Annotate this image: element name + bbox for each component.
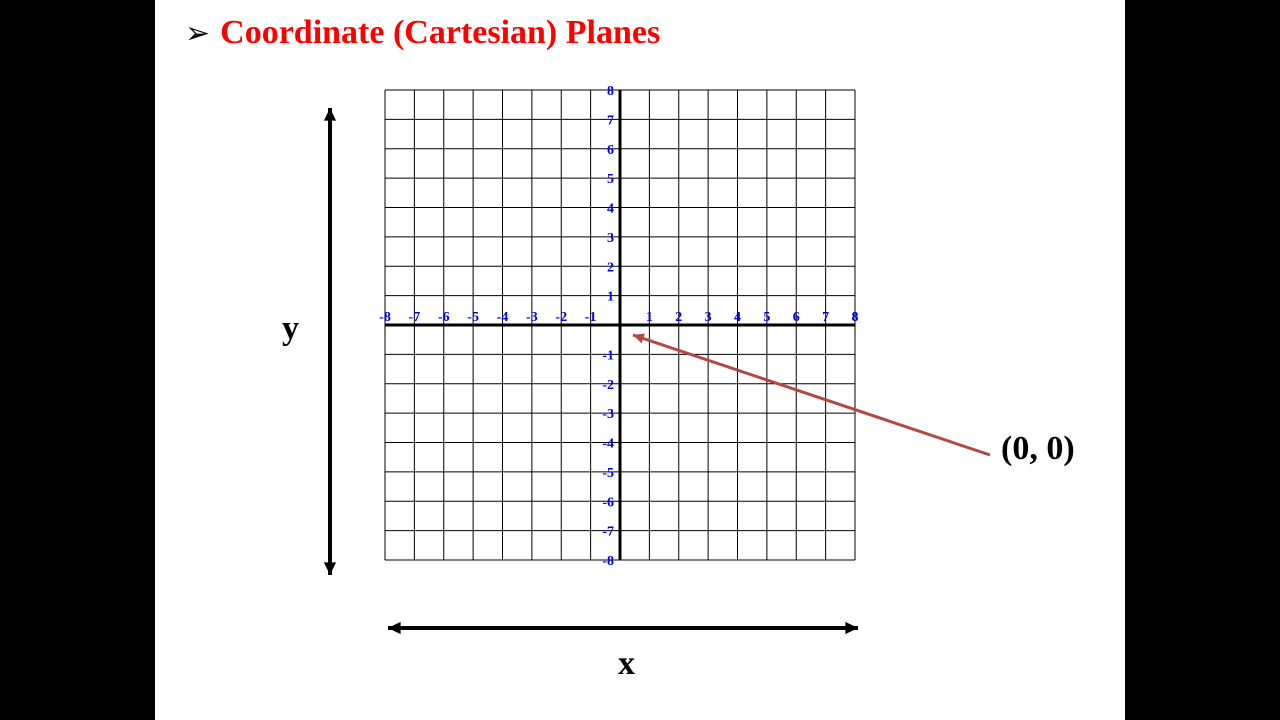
svg-text:4: 4 — [734, 310, 741, 325]
axes — [385, 90, 855, 560]
svg-text:2: 2 — [607, 260, 614, 275]
svg-text:6: 6 — [607, 143, 614, 158]
origin-pointer-arrow — [633, 333, 990, 455]
svg-text:-4: -4 — [602, 437, 614, 452]
svg-text:-5: -5 — [602, 466, 614, 481]
svg-text:8: 8 — [852, 310, 859, 325]
svg-text:1: 1 — [646, 310, 653, 325]
svg-text:-4: -4 — [497, 310, 509, 325]
svg-text:-8: -8 — [602, 554, 614, 569]
svg-text:-1: -1 — [602, 348, 614, 363]
origin-label: (0, 0) — [1001, 430, 1075, 468]
svg-text:1: 1 — [607, 290, 614, 305]
svg-text:3: 3 — [607, 231, 614, 246]
svg-text:-2: -2 — [602, 378, 614, 393]
svg-text:-6: -6 — [438, 310, 450, 325]
svg-text:7: 7 — [607, 113, 614, 128]
svg-text:-2: -2 — [555, 310, 567, 325]
coordinate-plane-diagram: -8 -7 -6 -5 -4 -3 -2 -1 1 2 3 4 5 6 7 8 -8 -7 -6 -5 -4 -3 -2 -1… — [155, 0, 1125, 720]
svg-text:-7: -7 — [409, 310, 421, 325]
svg-text:-1: -1 — [585, 310, 597, 325]
svg-text:6: 6 — [793, 310, 800, 325]
svg-text:-6: -6 — [602, 495, 614, 510]
svg-text:2: 2 — [675, 310, 682, 325]
svg-text:-8: -8 — [379, 310, 391, 325]
svg-text:5: 5 — [763, 310, 770, 325]
y-axis-label: y — [282, 310, 299, 348]
slide-content: ➢ Coordinate (Cartesian) Planes -8-7-6-5… — [155, 0, 1125, 720]
svg-text:3: 3 — [705, 310, 712, 325]
x-axis-label: x — [618, 645, 635, 683]
x-axis-arrow — [388, 622, 858, 634]
svg-text:7: 7 — [822, 310, 829, 325]
svg-text:-5: -5 — [467, 310, 479, 325]
y-axis-arrow — [324, 108, 336, 575]
svg-text:5: 5 — [607, 172, 614, 187]
svg-text:-3: -3 — [526, 310, 538, 325]
svg-text:-7: -7 — [602, 525, 614, 540]
svg-text:4: 4 — [607, 202, 614, 217]
svg-text:-3: -3 — [602, 407, 614, 422]
svg-text:8: 8 — [607, 84, 614, 99]
